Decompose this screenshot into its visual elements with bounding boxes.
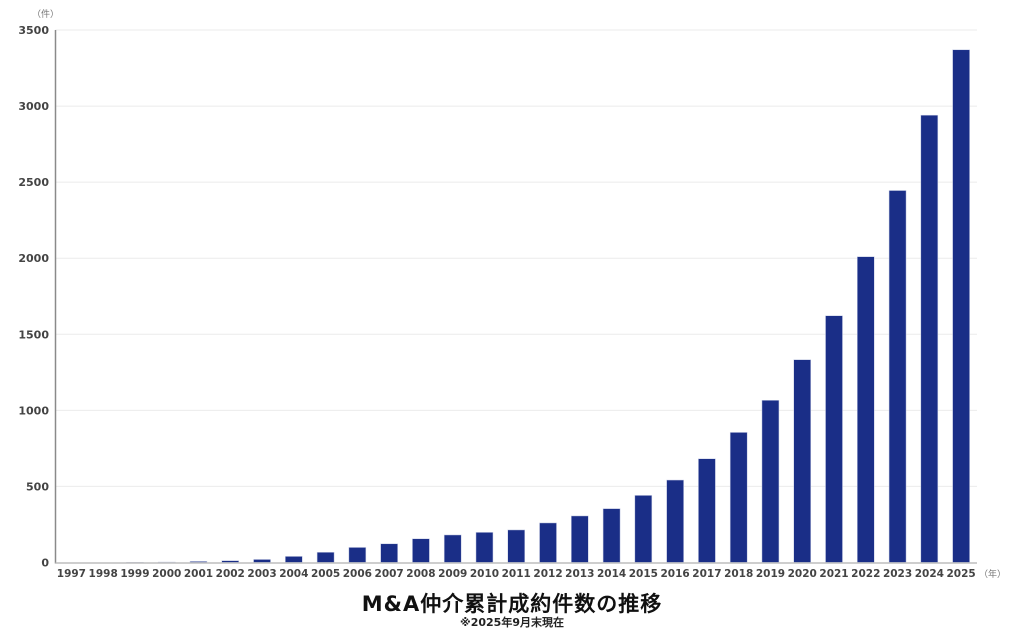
x-tick-label: 2011 bbox=[502, 568, 531, 580]
bar-2010 bbox=[476, 532, 493, 562]
bar-2008 bbox=[412, 539, 429, 563]
x-tick-label: 1999 bbox=[120, 568, 149, 580]
x-axis-unit-label: （年） bbox=[979, 567, 1006, 580]
bar-2019 bbox=[762, 400, 779, 562]
bar-2011 bbox=[508, 530, 525, 563]
x-tick-label: 2021 bbox=[819, 568, 848, 580]
bar-2021 bbox=[826, 316, 843, 563]
bar-2025 bbox=[953, 50, 970, 563]
bar-2002 bbox=[222, 561, 239, 563]
x-tick-label: 2005 bbox=[311, 568, 340, 580]
y-axis-unit-label: （件） bbox=[32, 7, 59, 20]
y-tick-label: 0 bbox=[41, 557, 49, 570]
x-tick-label: 2007 bbox=[375, 568, 404, 580]
bars bbox=[126, 50, 969, 563]
bar-2016 bbox=[667, 480, 684, 562]
x-tick-label: 1997 bbox=[57, 568, 86, 580]
bar-2020 bbox=[794, 360, 811, 563]
bar-2015 bbox=[635, 495, 652, 562]
y-tick-label: 1000 bbox=[18, 404, 49, 417]
y-tick-label: 2000 bbox=[18, 252, 49, 265]
x-tick-label: 2020 bbox=[788, 568, 817, 580]
x-tick-label: 2000 bbox=[152, 568, 181, 580]
y-tick-label: 500 bbox=[26, 480, 49, 493]
y-axis-ticks: 0 500 1000 1500 2000 2500 3000 3500 bbox=[18, 24, 49, 570]
bar-2003 bbox=[254, 559, 271, 562]
x-tick-label: 2022 bbox=[851, 568, 880, 580]
x-tick-label: 2015 bbox=[629, 568, 658, 580]
x-tick-label: 2024 bbox=[915, 568, 944, 580]
x-tick-label: 2012 bbox=[533, 568, 562, 580]
x-tick-label: 2016 bbox=[661, 568, 690, 580]
x-tick-label: 2013 bbox=[565, 568, 594, 580]
y-tick-label: 3500 bbox=[18, 24, 49, 37]
x-tick-label: 2019 bbox=[756, 568, 785, 580]
bar-2009 bbox=[444, 535, 461, 563]
bar-2024 bbox=[921, 115, 938, 562]
bar-2022 bbox=[857, 257, 874, 563]
x-tick-label: 2004 bbox=[279, 568, 308, 580]
x-tick-label: 2001 bbox=[184, 568, 213, 580]
bar-2018 bbox=[730, 432, 747, 562]
x-tick-label: 2002 bbox=[216, 568, 245, 580]
bar-2006 bbox=[349, 547, 366, 562]
y-tick-label: 2500 bbox=[18, 176, 49, 189]
bar-2005 bbox=[317, 552, 334, 562]
bar-2004 bbox=[285, 556, 302, 562]
x-tick-label: 2008 bbox=[406, 568, 435, 580]
x-tick-label: 2018 bbox=[724, 568, 753, 580]
bar-2013 bbox=[571, 516, 588, 563]
x-tick-label: 2009 bbox=[438, 568, 467, 580]
x-tick-label: 1998 bbox=[89, 568, 118, 580]
bar-2012 bbox=[540, 523, 557, 563]
x-tick-label: 2017 bbox=[692, 568, 721, 580]
bar-2017 bbox=[698, 459, 715, 563]
y-tick-label: 3000 bbox=[18, 100, 49, 113]
x-tick-label: 2023 bbox=[883, 568, 912, 580]
x-tick-label: 2006 bbox=[343, 568, 372, 580]
x-tick-label: 2014 bbox=[597, 568, 626, 580]
y-tick-label: 1500 bbox=[18, 328, 49, 341]
bar-2023 bbox=[889, 191, 906, 563]
x-tick-label: 2010 bbox=[470, 568, 499, 580]
chart-subtitle: ※2025年9月末現在 bbox=[0, 614, 1024, 630]
x-tick-label: 2003 bbox=[247, 568, 276, 580]
bar-2007 bbox=[381, 544, 398, 563]
bar-2014 bbox=[603, 509, 620, 563]
x-tick-label: 2025 bbox=[946, 568, 975, 580]
